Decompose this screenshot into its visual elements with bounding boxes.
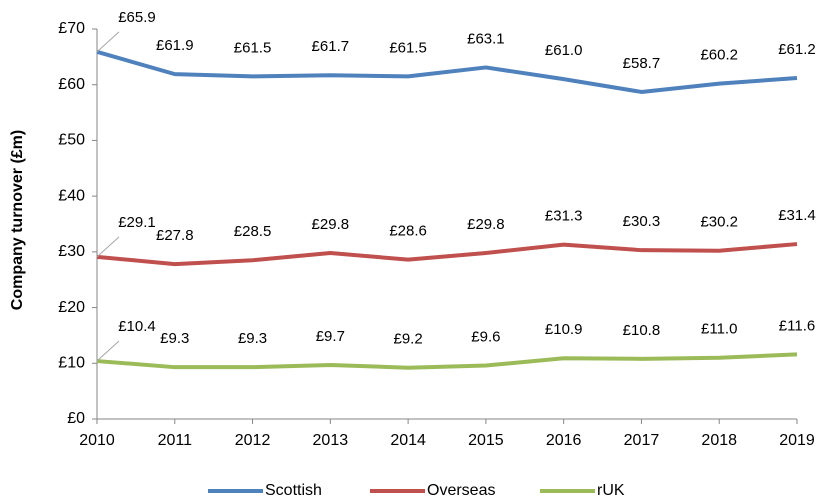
y-axis-title: Company turnover (£m) <box>9 130 26 310</box>
x-tick-label: 2013 <box>313 432 349 449</box>
value-label: £10.4 <box>118 318 156 335</box>
legend-label: rUK <box>597 482 625 499</box>
value-label: £31.3 <box>545 208 583 225</box>
x-tick-label: 2016 <box>546 432 582 449</box>
x-tick-label: 2012 <box>235 432 271 449</box>
value-label: £29.1 <box>118 214 156 231</box>
value-label: £29.8 <box>312 216 350 233</box>
value-label: £30.3 <box>623 213 661 230</box>
x-tick-label: 2018 <box>701 432 737 449</box>
value-label: £9.7 <box>316 328 345 345</box>
value-label: £61.2 <box>778 41 816 58</box>
x-tick-label: 2010 <box>79 432 115 449</box>
value-label: £58.7 <box>623 55 661 72</box>
value-label: £11.6 <box>779 317 815 334</box>
value-label: £9.2 <box>394 331 423 348</box>
x-tick-label: 2011 <box>158 432 193 449</box>
y-tick-label: £20 <box>58 299 85 316</box>
x-tick-label: 2015 <box>468 432 504 449</box>
series-line <box>96 49 798 94</box>
y-tick-label: £70 <box>58 20 85 37</box>
value-label: £10.8 <box>623 322 661 339</box>
value-label: £30.2 <box>700 214 738 231</box>
value-label: £60.2 <box>700 47 738 64</box>
series-line <box>96 242 798 267</box>
value-label: £9.6 <box>471 328 500 345</box>
y-tick-label: £60 <box>58 76 85 93</box>
x-tick-label: 2014 <box>390 432 426 449</box>
value-label: £63.1 <box>467 30 505 47</box>
y-tick-label: £30 <box>58 243 85 260</box>
value-label: £27.8 <box>156 227 194 244</box>
y-tick-label: £10 <box>58 355 85 372</box>
value-label: £9.3 <box>238 330 267 347</box>
value-label: £9.3 <box>160 330 189 347</box>
series-line <box>96 352 798 370</box>
legend-label: Overseas <box>427 482 495 499</box>
leader-line <box>96 236 120 258</box>
legend-label: Scottish <box>265 482 322 499</box>
y-tick-label: £50 <box>58 132 85 149</box>
leader-line <box>96 340 120 362</box>
value-label: £61.5 <box>234 39 272 56</box>
value-label: £28.6 <box>389 223 427 240</box>
value-label: £31.4 <box>778 207 816 224</box>
value-label: £65.9 <box>118 9 156 26</box>
value-label: £61.7 <box>312 38 350 55</box>
y-tick-label: £0 <box>67 410 85 427</box>
value-label: £10.9 <box>545 321 583 338</box>
value-label: £61.5 <box>389 39 427 56</box>
value-label: £61.9 <box>156 37 194 54</box>
y-tick-label: £40 <box>58 187 85 204</box>
leader-line <box>96 31 120 53</box>
x-tick-label: 2017 <box>624 432 660 449</box>
value-label: £11.0 <box>701 321 737 338</box>
x-tick-label: 2019 <box>779 432 815 449</box>
value-label: £28.5 <box>234 223 272 240</box>
value-label: £29.8 <box>467 216 505 233</box>
value-label: £61.0 <box>545 42 583 59</box>
